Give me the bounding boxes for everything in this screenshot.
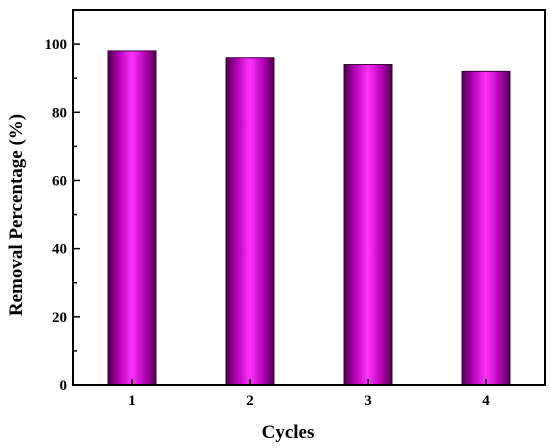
y-tick-label: 100 [45,37,68,53]
y-axis-title: Removal Percentage (%) [6,114,27,316]
bar-cycle-1 [107,50,157,386]
labels-group: 0 20 40 60 80 100 1 2 3 4 [45,37,491,409]
x-tick-label: 3 [364,393,372,409]
x-tick-label: 2 [246,393,254,409]
plot-frame [72,9,546,386]
y-tick-label: 20 [52,310,67,326]
bar-cycle-2 [225,57,275,386]
bar-cycle-4 [461,70,511,386]
y-tick-label: 40 [52,242,67,258]
x-axis-title: Cycles [262,422,315,443]
y-tick-label: 60 [52,173,67,189]
bars-group [107,50,511,386]
y-tick-label: 0 [60,378,68,394]
axes-group [72,9,546,386]
x-tick-label: 1 [128,393,136,409]
x-tick-label: 4 [482,393,490,409]
bar-cycle-3 [343,64,393,386]
y-tick-label: 80 [52,105,67,121]
